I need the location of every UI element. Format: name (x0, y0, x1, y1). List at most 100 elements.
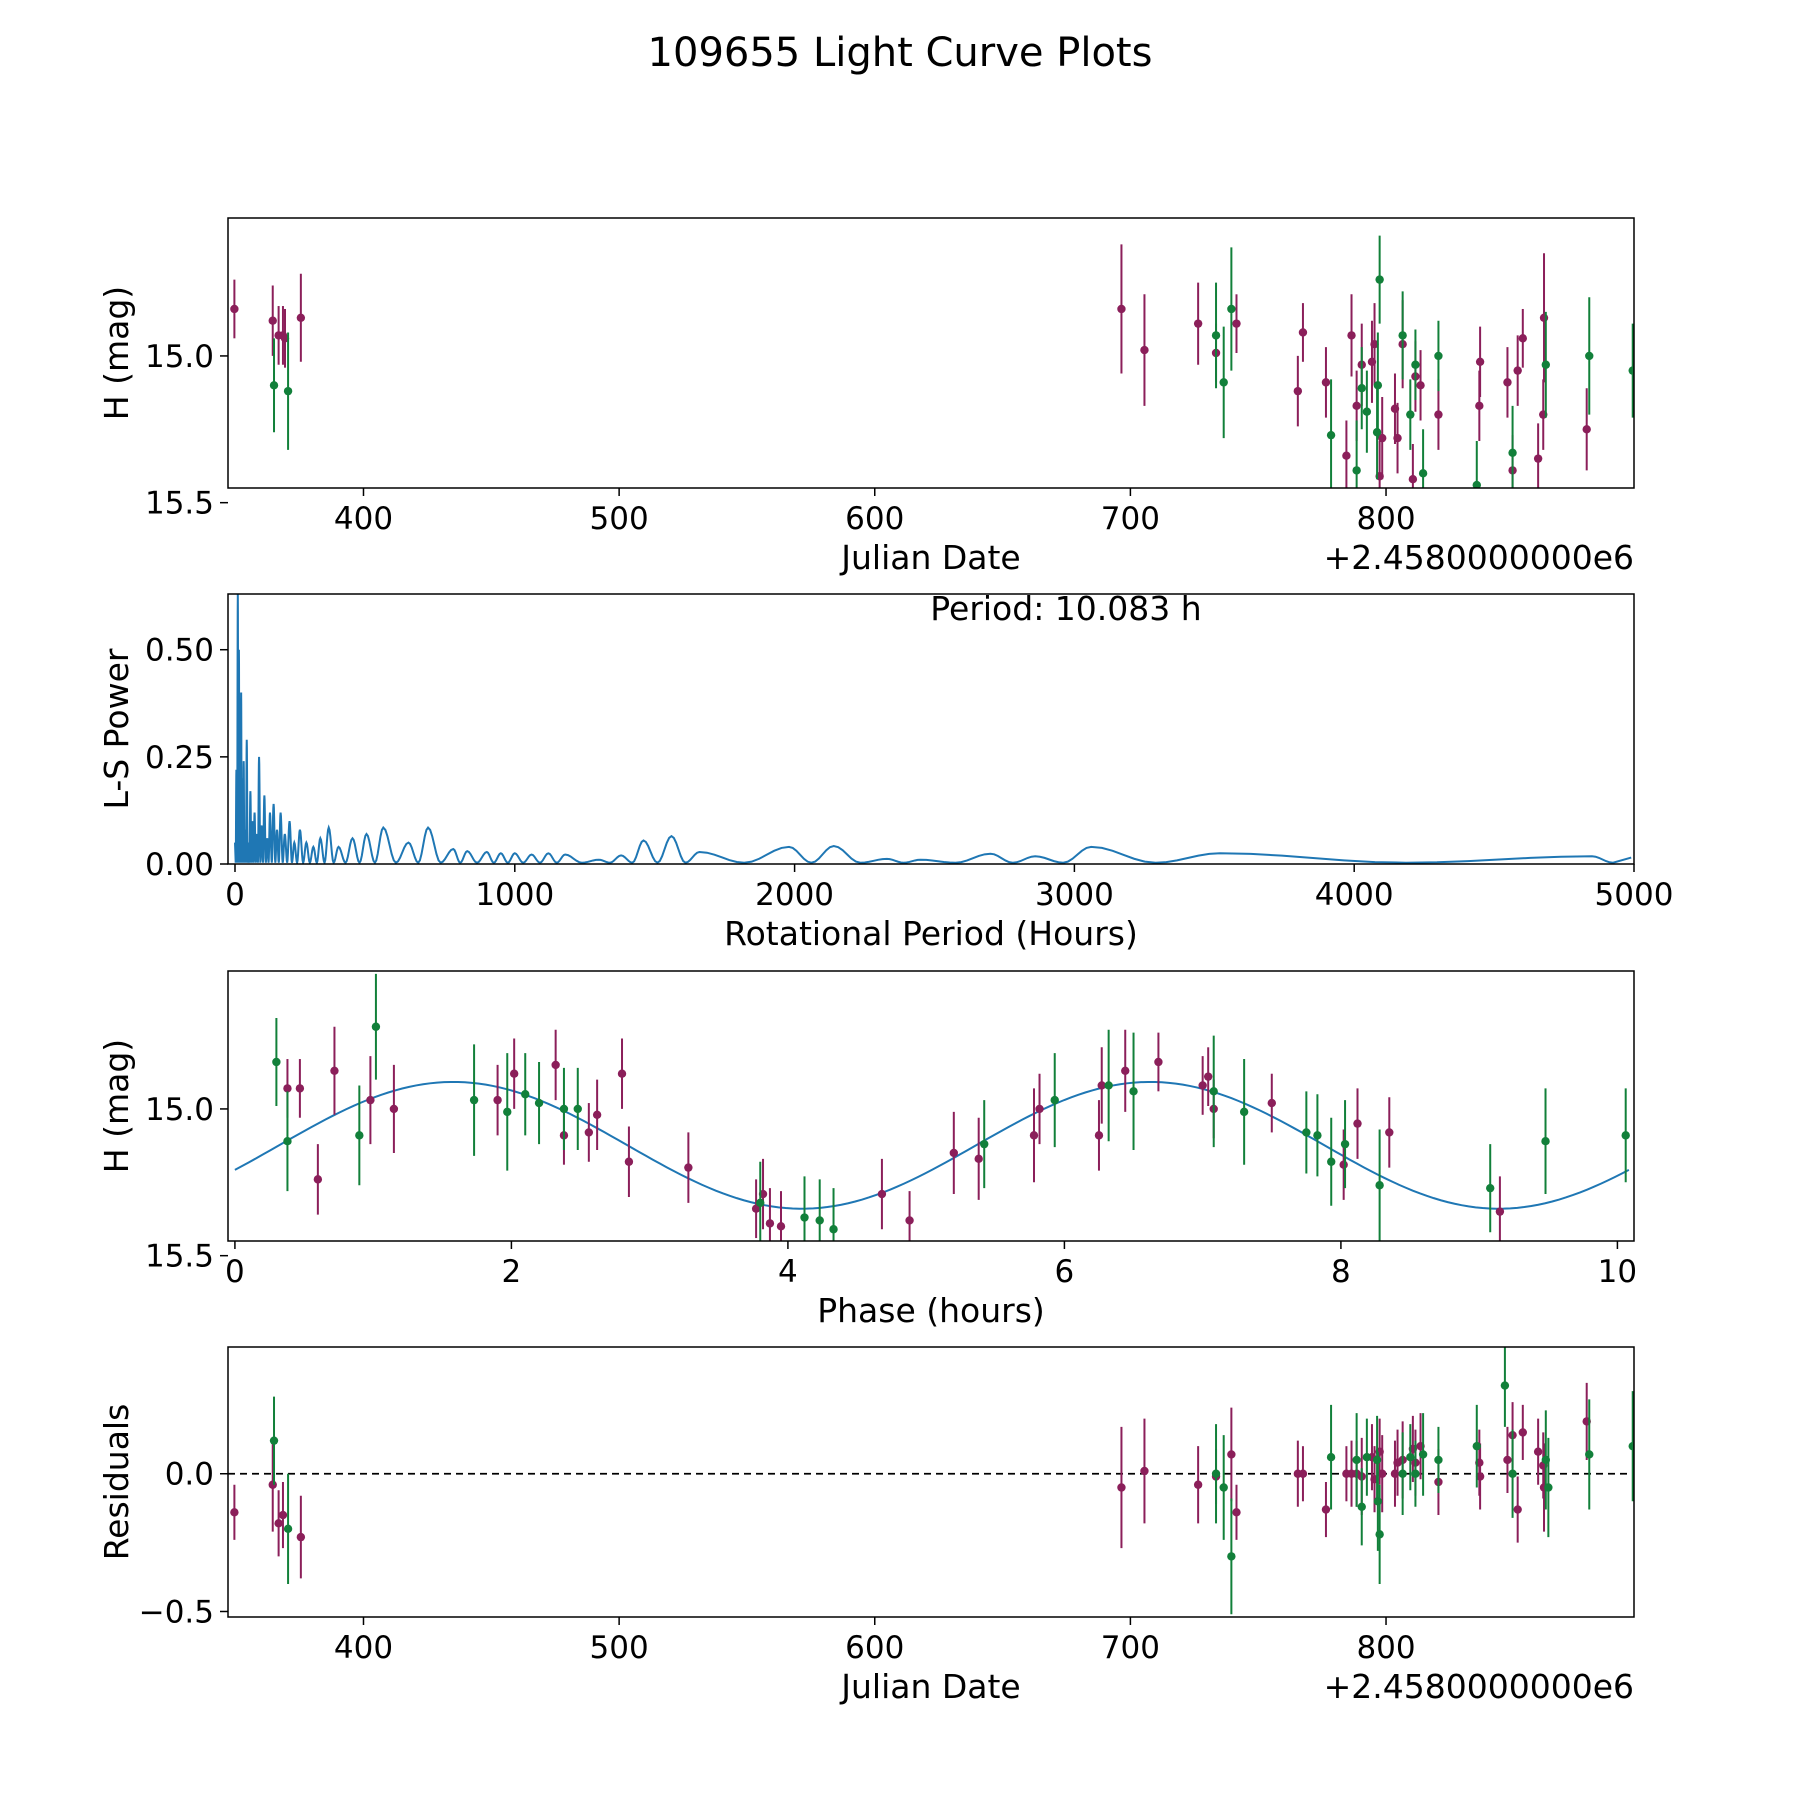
figure-title: 109655 Light Curve Plots (648, 30, 1153, 76)
period-annotation: Period: 10.083 h (930, 589, 1201, 628)
data-point (1339, 1160, 1348, 1169)
x-axis-offset-label: +2.4580000000e6 (1324, 1667, 1634, 1706)
data-point (1327, 1157, 1336, 1166)
data-point (1227, 304, 1236, 314)
data-point (1513, 1505, 1522, 1514)
data-point (534, 1098, 544, 1108)
data-point (1211, 331, 1221, 340)
x-tick-label: 600 (845, 501, 904, 537)
x-tick-label: 2000 (755, 877, 834, 913)
data-point (1373, 381, 1383, 390)
data-point (1321, 1505, 1331, 1514)
data-point (1621, 1131, 1630, 1140)
data-point (1211, 1469, 1221, 1478)
x-tick-label: 0 (225, 877, 245, 913)
data-point (1411, 360, 1420, 369)
data-point (1239, 1107, 1249, 1117)
data-point (1293, 386, 1303, 396)
data-point (283, 1524, 293, 1534)
data-point (751, 1204, 761, 1213)
data-point (1513, 366, 1522, 375)
data-point (1475, 357, 1485, 367)
data-points (230, 1347, 1634, 1615)
data-point (1628, 366, 1634, 375)
data-point (1342, 451, 1351, 460)
data-point (1232, 1508, 1241, 1517)
data-point (469, 1095, 479, 1105)
data-point (1129, 1087, 1138, 1096)
data-point (1298, 1469, 1308, 1478)
data-point (1117, 304, 1126, 314)
y-tick-label: 15.5 (145, 1239, 214, 1275)
y-tick-label: 0.0 (165, 1457, 214, 1493)
data-point (617, 1069, 627, 1078)
data-point (1416, 381, 1425, 390)
x-tick-label: 500 (590, 1630, 649, 1666)
data-point (1219, 378, 1228, 387)
data-point (1357, 384, 1366, 393)
x-axis-label: Phase (hours) (817, 1291, 1045, 1330)
data-point (1475, 401, 1484, 411)
data-point (1398, 331, 1407, 340)
x-axis-label: Rotational Period (Hours) (724, 914, 1138, 953)
data-point (1544, 1483, 1553, 1492)
x-tick-label: 0 (225, 1254, 245, 1290)
data-point (1508, 1469, 1517, 1478)
data-point (272, 1057, 281, 1067)
data-point (1408, 474, 1418, 484)
data-points (272, 973, 1630, 1241)
data-point (980, 1139, 989, 1149)
data-point (1104, 1081, 1113, 1090)
x-tick-label: 400 (334, 1630, 393, 1666)
x-tick-label: 600 (845, 1630, 904, 1666)
data-point (230, 304, 239, 314)
data-point (1298, 328, 1308, 337)
data-point (684, 1163, 693, 1172)
x-tick-label: 6 (1055, 1254, 1075, 1290)
data-point (1475, 1472, 1485, 1481)
data-point (1495, 1207, 1505, 1216)
data-point (1357, 1502, 1366, 1511)
data-point (551, 1060, 560, 1070)
data-point (800, 1213, 809, 1222)
data-point (1418, 469, 1428, 478)
data-point (1486, 1183, 1495, 1193)
panel-periodogram: 0 1000 2000 3000 4000 5000 0.00 0.25 0.50 Rotatio… (97, 589, 1673, 953)
y-axis-label: H (mag) (97, 286, 136, 420)
data-point (389, 1104, 399, 1114)
model-curve (234, 1080, 1630, 1210)
y-tick-label: −0.5 (139, 1594, 214, 1630)
data-point (283, 1084, 292, 1093)
data-point (624, 1157, 634, 1166)
data-point (1193, 319, 1203, 328)
data-point (1541, 360, 1551, 369)
data-point (1035, 1104, 1044, 1114)
data-point (1518, 1428, 1527, 1437)
data-point (1472, 1441, 1481, 1451)
data-point (1434, 351, 1443, 361)
data-point (756, 1198, 765, 1208)
x-tick-label: 3000 (1035, 877, 1114, 913)
data-point (1219, 1483, 1228, 1492)
data-point (1232, 319, 1241, 328)
data-point (1117, 1483, 1126, 1492)
panel-frame (227, 970, 1635, 1242)
data-point (1539, 313, 1549, 322)
data-point (296, 313, 306, 322)
data-point (1503, 378, 1512, 387)
data-point (1385, 1128, 1394, 1137)
data-point (268, 1480, 277, 1489)
data-point (1121, 1066, 1130, 1075)
data-point (1267, 1098, 1276, 1108)
data-point (1209, 1087, 1218, 1096)
data-point (313, 1175, 323, 1184)
data-point (1508, 448, 1517, 457)
data-point (1375, 275, 1384, 284)
data-point (1227, 1450, 1236, 1459)
periodogram-line (234, 594, 1632, 864)
data-point (1500, 1381, 1510, 1390)
data-point (1628, 1441, 1634, 1451)
x-axis-label: Julian Date (839, 1667, 1021, 1706)
data-point (1406, 410, 1415, 419)
data-point (283, 386, 293, 396)
